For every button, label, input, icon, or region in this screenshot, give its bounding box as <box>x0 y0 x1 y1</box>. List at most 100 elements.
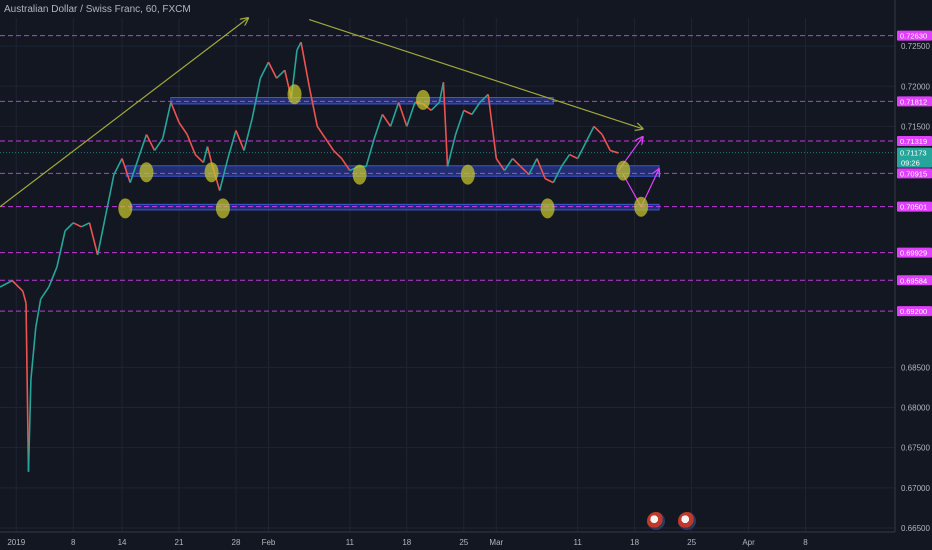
price-segment <box>72 222 82 228</box>
price-segment <box>560 154 571 168</box>
price-segment <box>300 41 310 87</box>
price-segment <box>438 82 445 103</box>
price-segment <box>495 158 506 172</box>
price-segment <box>129 158 140 183</box>
price-segment <box>324 138 335 151</box>
price-segment <box>487 94 494 127</box>
price-segment <box>121 158 131 183</box>
price-segment <box>27 379 32 472</box>
price-segment <box>296 41 302 51</box>
price-tick-label: 0.72500 <box>901 42 930 51</box>
current-price-tag <box>897 147 932 168</box>
price-segment <box>35 298 42 328</box>
touch-highlight[interactable] <box>118 198 133 219</box>
time-tick-label: 8 <box>803 538 808 547</box>
level-price-tag <box>897 135 932 146</box>
event-badge-icon[interactable] <box>678 512 696 530</box>
time-tick-label: 11 <box>574 538 583 547</box>
price-tick-label: 0.68500 <box>901 363 930 372</box>
level-price-label: 0.71319 <box>900 137 927 146</box>
price-segment <box>113 158 123 175</box>
price-segment <box>153 138 164 151</box>
price-segment <box>512 157 522 168</box>
price-segment <box>503 158 514 172</box>
level-price-label: 0.70915 <box>900 169 927 178</box>
price-segment <box>479 93 489 103</box>
touch-highlight[interactable] <box>416 89 431 110</box>
time-axis[interactable] <box>0 532 932 550</box>
price-segment <box>471 101 481 115</box>
chart-title: Australian Dollar / Swiss Franc, 60, FXC… <box>4 4 191 15</box>
price-segment <box>56 230 66 268</box>
price-segment <box>528 158 538 175</box>
time-tick-label: 14 <box>118 538 127 547</box>
price-segment <box>202 146 209 163</box>
event-badge-icon[interactable] <box>647 512 665 530</box>
price-segment <box>454 110 465 135</box>
price-segment <box>25 303 30 472</box>
price-segment <box>170 102 180 123</box>
touch-highlight[interactable] <box>460 164 475 185</box>
touch-highlight[interactable] <box>139 162 154 183</box>
touch-highlight[interactable] <box>215 198 230 219</box>
price-segment <box>381 113 392 127</box>
time-tick-label: 25 <box>459 538 468 547</box>
price-segment <box>463 109 473 116</box>
price-segment <box>446 134 457 167</box>
price-tick-label: 0.71500 <box>901 122 930 131</box>
price-segment <box>333 149 343 160</box>
price-tick-label: 0.72000 <box>901 82 930 91</box>
touch-highlight[interactable] <box>634 196 649 217</box>
level-price-label: 0.70501 <box>900 203 927 212</box>
touch-highlight[interactable] <box>616 160 631 181</box>
price-segment <box>137 134 148 159</box>
price-segment <box>276 69 286 79</box>
trend-line[interactable] <box>0 18 248 208</box>
sr-zone[interactable] <box>170 97 554 105</box>
level-price-tag <box>897 201 932 212</box>
price-segment <box>178 121 188 135</box>
price-segment <box>576 142 587 159</box>
time-tick-label: 18 <box>630 538 639 547</box>
price-segment <box>601 134 611 151</box>
level-price-label: 0.69200 <box>900 307 927 316</box>
trend-line[interactable] <box>308 19 643 129</box>
price-segment <box>194 153 204 164</box>
price-axis[interactable] <box>895 0 932 550</box>
level-price-tag <box>897 275 932 286</box>
time-tick-label: Apr <box>742 538 755 547</box>
time-tick-label: 21 <box>175 538 184 547</box>
level-price-tag <box>897 306 932 317</box>
price-segment <box>227 130 237 159</box>
price-segment <box>341 158 351 172</box>
price-segment <box>585 126 595 143</box>
price-segment <box>491 126 498 159</box>
level-price-tag <box>897 247 932 258</box>
price-segment <box>308 86 319 127</box>
price-segment <box>40 286 50 300</box>
price-segment <box>218 158 229 191</box>
touch-highlight[interactable] <box>540 198 555 219</box>
price-segment <box>206 146 213 163</box>
price-tick-label: 0.67500 <box>901 444 930 453</box>
touch-highlight[interactable] <box>204 162 219 183</box>
price-segment <box>243 118 254 151</box>
price-segment <box>259 61 270 79</box>
touch-highlight[interactable] <box>352 164 367 185</box>
price-segment <box>81 222 90 228</box>
price-segment <box>406 102 416 127</box>
time-tick-label: 8 <box>71 538 76 547</box>
price-tick-label: 0.68000 <box>901 404 930 413</box>
price-segment <box>161 102 172 139</box>
time-tick-label: Feb <box>262 538 276 547</box>
price-segment <box>552 166 563 184</box>
level-price-label: 0.72630 <box>900 32 927 41</box>
touch-highlight[interactable] <box>287 84 302 105</box>
price-segment <box>442 82 449 167</box>
price-segment <box>251 78 262 119</box>
price-segment <box>520 166 530 176</box>
price-segment <box>104 174 115 215</box>
price-segment <box>536 158 546 179</box>
